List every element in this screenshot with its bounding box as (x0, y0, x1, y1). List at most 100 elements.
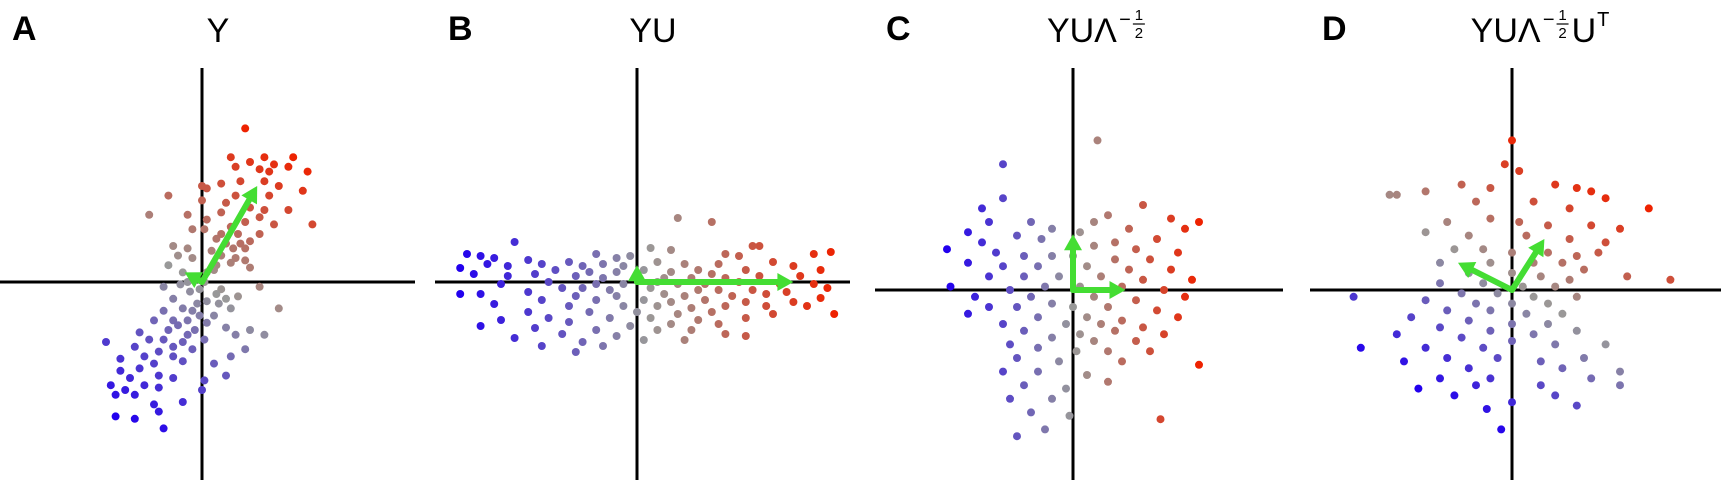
data-point (255, 165, 264, 174)
data-point (1508, 337, 1516, 345)
title-suffix: U (1572, 12, 1597, 50)
data-point (1508, 320, 1516, 328)
data-point (212, 290, 221, 298)
data-point (140, 381, 149, 390)
data-point (1457, 333, 1466, 342)
data-point (578, 338, 587, 346)
data-point (1090, 292, 1098, 301)
data-point (1450, 391, 1459, 400)
data-point (1146, 255, 1154, 264)
data-point (1443, 354, 1452, 362)
data-point (174, 251, 182, 260)
panel-letter: C (886, 10, 911, 48)
data-point (1041, 282, 1049, 291)
data-point (823, 284, 832, 292)
data-point (1013, 231, 1021, 240)
data-point (943, 245, 951, 254)
data-point (1090, 241, 1098, 250)
data-point (1090, 337, 1098, 345)
data-point (741, 266, 750, 274)
data-point (667, 320, 675, 328)
data-point (1450, 245, 1459, 254)
data-point (202, 318, 211, 327)
data-point (1666, 275, 1675, 284)
data-point (1048, 394, 1056, 403)
data-point (255, 213, 264, 222)
data-point (769, 258, 777, 266)
data-point (116, 366, 125, 375)
data-point (803, 302, 811, 310)
data-point (1139, 201, 1147, 209)
data-point (200, 335, 209, 344)
data-point (816, 266, 825, 274)
data-point (1027, 218, 1035, 226)
data-point (164, 261, 173, 270)
data-point (265, 191, 274, 200)
data-point (1421, 187, 1430, 196)
data-point (1551, 340, 1560, 349)
data-point (694, 316, 703, 324)
data-point (202, 215, 211, 224)
data-point (653, 326, 662, 334)
data-point (255, 282, 264, 291)
data-point (236, 177, 245, 186)
data-point (154, 371, 163, 380)
data-point (571, 292, 580, 300)
data-point (830, 310, 839, 318)
data-point (116, 354, 125, 363)
data-point (188, 306, 197, 315)
data-point (755, 242, 764, 250)
data-point (1436, 279, 1444, 288)
data-point (1167, 265, 1175, 274)
data-point (985, 272, 993, 281)
data-point (1508, 299, 1516, 308)
data-point (592, 250, 601, 258)
data-point (193, 299, 202, 308)
data-point (537, 296, 546, 304)
data-point (762, 302, 771, 310)
data-point (978, 238, 986, 247)
data-point (999, 262, 1007, 271)
data-point (633, 308, 641, 316)
data-point (971, 292, 979, 301)
data-point (558, 330, 567, 338)
data-point (999, 194, 1007, 203)
basis-vector-2 (1469, 267, 1515, 293)
data-point (178, 304, 187, 313)
data-point (1572, 326, 1581, 335)
data-point (639, 336, 648, 344)
data-point (619, 280, 628, 288)
data-point (1594, 248, 1603, 257)
data-point (188, 254, 197, 262)
data-point (1565, 275, 1574, 284)
data-point (531, 324, 539, 332)
data-point (174, 321, 182, 330)
data-point (1443, 306, 1452, 315)
data-point (1125, 224, 1133, 233)
data-point (1486, 306, 1495, 315)
data-point (544, 314, 553, 322)
data-point (1616, 224, 1624, 233)
data-point (195, 285, 204, 294)
data-point (1457, 289, 1466, 298)
data-point (178, 398, 187, 406)
data-point (626, 322, 635, 330)
data-point (701, 296, 709, 304)
data-point (646, 284, 655, 292)
data-point (1616, 381, 1624, 390)
data-point (289, 153, 298, 162)
data-point (673, 214, 682, 222)
data-point (1558, 258, 1567, 267)
data-point (762, 290, 771, 298)
data-point (469, 270, 478, 278)
basis-vector-2 (195, 277, 205, 285)
basis-vector-2-arrowhead (184, 272, 204, 288)
data-point (1436, 258, 1444, 267)
data-point (476, 252, 485, 260)
data-point (707, 218, 716, 226)
panel-c: C YUΛ −12 (875, 7, 1283, 480)
data-point (714, 260, 723, 268)
data-point (150, 400, 158, 409)
data-point (198, 196, 206, 205)
data-point (188, 225, 197, 234)
